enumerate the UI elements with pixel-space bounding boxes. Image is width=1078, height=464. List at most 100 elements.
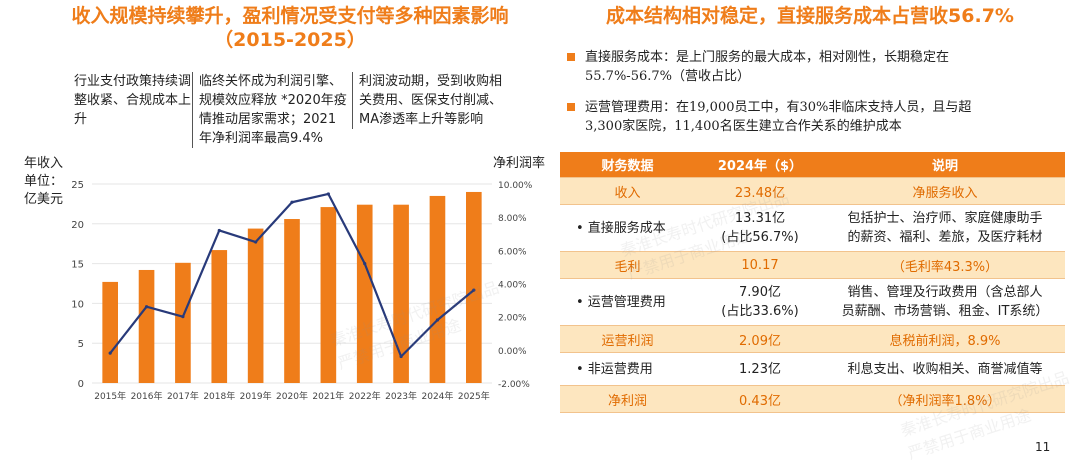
y2-tick-label: 8.00% <box>498 214 527 224</box>
bullet-direct-cost-line2: 55.7%-56.7%（营收占比） <box>585 69 750 84</box>
table-cell: 运营利润 <box>560 325 695 353</box>
left-title: 收入规模持续攀升，盈利情况受支付等多种因素影响 （2015-2025） <box>30 4 550 52</box>
table-cell-line: (占比56.7%) <box>721 230 799 245</box>
bullet-operating-cost-line2: 3,300家医院，11,400名医生建立合作关系的维护成本 <box>585 119 902 134</box>
table-header-row: 财务数据 2024年（$） 说明 <box>560 152 1065 178</box>
left-axis-title-line3: 亿美元 <box>24 192 64 207</box>
table-cell: 2.09亿 <box>695 325 825 353</box>
x-tick-label: 2017年 <box>167 390 199 402</box>
right-title: 成本结构相对稳定，直接服务成本占营收56.7% <box>606 5 1014 27</box>
table-row: 净利润 0.43亿 （净利润率1.8%） <box>560 385 1065 413</box>
table-cell: 收入 <box>560 177 695 205</box>
period-note-1: 行业支付政策持续调整收紧、合规成本上升 <box>74 74 192 127</box>
table-cell: 0.43亿 <box>695 385 825 413</box>
x-tick-label: 2025年 <box>458 390 490 402</box>
table-cell: （毛利率43.3%） <box>825 251 1065 279</box>
table-cell: 净利润 <box>560 385 695 413</box>
table-cell-line: • 非运营费用 <box>576 361 653 377</box>
table-cell-line: 包括护士、治疗师、家庭健康助手 <box>847 211 1043 226</box>
x-tick-label: 2019年 <box>240 390 272 402</box>
x-tick-label: 2020年 <box>276 390 308 402</box>
y-tick-label: 15 <box>71 260 84 271</box>
revenue-bar <box>393 204 409 383</box>
bullet-direct-cost: 直接服务成本：是上门服务的最大成本，相对刚性，长期稳定在 55.7%-56.7%… <box>567 48 1047 86</box>
x-tick-label: 2018年 <box>203 390 235 402</box>
left-axis-title: 年收入 单位： 亿美元 <box>24 155 63 209</box>
table-cell: • 非运营费用 <box>560 352 695 386</box>
bullet-operating-cost-line1: 运营管理费用：在19,000员工中，有30%非临床支持人员，且与超 <box>585 100 972 115</box>
period-note-2: 临终关怀成为利润引擎、规模效应释放 *2020年疫情推动居家需求；2021年净利… <box>192 72 349 148</box>
revenue-bar <box>320 207 337 383</box>
revenue-bar <box>247 228 264 383</box>
table-cell-line: 7.90亿 <box>739 285 781 300</box>
revenue-bar <box>138 269 155 383</box>
table-cell-line: 销售、管理及行政费用（含总部人 <box>847 285 1043 300</box>
revenue-margin-chart: 0 5 10 15 20 25 -2.00% 0.00% 2.00% 4.00% 6.00% 8.00… <box>71 180 532 402</box>
net-margin-point <box>181 315 185 319</box>
table-cell: 利息支出、收购相关、商誉减值等 <box>825 352 1065 386</box>
table-row: • 运营管理费用 7.90亿 (占比33.6%) 销售、管理及行政费用（含总部人 员薪酬… <box>560 278 1065 326</box>
table-cell-line: • 直接服务成本 <box>576 220 666 236</box>
y2-tick-label: 2.00% <box>498 314 527 324</box>
revenue-bar <box>211 250 228 383</box>
table-cell-line: • 运营管理费用 <box>576 294 666 310</box>
bullet-square-icon <box>567 53 575 61</box>
left-axis-title-line1: 年收入 <box>24 156 64 171</box>
revenue-bar <box>356 204 373 383</box>
x-tick-label: 2016年 <box>131 390 163 402</box>
table-cell: 1.23亿 <box>695 352 825 386</box>
table-header-cell: 财务数据 <box>560 152 695 178</box>
table-cell-line: 利息支出、收购相关、商誉减值等 <box>847 361 1043 377</box>
net-margin-point <box>254 240 258 244</box>
right-axis-title: 净利润率 <box>493 156 546 171</box>
net-margin-point <box>326 192 330 196</box>
y2-tick-label: 4.00% <box>498 281 527 291</box>
x-tick-label: 2024年 <box>422 390 454 402</box>
y2-tick-label: -2.00% <box>498 380 530 390</box>
x-tick-label: 2022年 <box>349 390 381 402</box>
left-title-line1: 收入规模持续攀升，盈利情况受支付等多种因素影响 <box>71 5 509 27</box>
net-margin-point <box>144 305 149 309</box>
table-cell: 毛利 <box>560 251 695 279</box>
table-cell: 销售、管理及行政费用（含总部人 员薪酬、市场营销、租金、IT系统） <box>825 278 1065 326</box>
page-number: 11 <box>1035 440 1051 454</box>
revenue-bar <box>102 281 118 383</box>
x-tick-label: 2023年 <box>385 390 417 402</box>
table-cell-line: 13.31亿 <box>734 211 786 226</box>
table-cell: （净利润率1.8%） <box>825 385 1065 413</box>
net-margin-point <box>217 228 221 233</box>
table-cell: 7.90亿 (占比33.6%) <box>695 278 825 326</box>
bullet-square-icon <box>567 103 575 111</box>
net-margin-point <box>472 288 476 292</box>
revenue-bar <box>284 219 300 383</box>
table-row: 运营利润 2.09亿 息税前利润，8.9% <box>560 325 1065 353</box>
y2-tick-label: 0.00% <box>498 347 527 357</box>
bullet-direct-cost-line1: 直接服务成本：是上门服务的最大成本，相对刚性，长期稳定在 <box>585 50 950 65</box>
table-cell-line: 的薪资、福利、差旅，及医疗耗材 <box>847 230 1043 245</box>
table-row: 毛利 10.17 （毛利率43.3%） <box>560 251 1065 279</box>
net-margin-point <box>435 318 440 322</box>
y2-tick-label: 6.00% <box>498 247 527 257</box>
y-tick-label: 0 <box>78 379 84 390</box>
table-header-cell: 2024年（$） <box>695 152 825 178</box>
table-cell: • 运营管理费用 <box>560 278 695 326</box>
net-margin-point <box>108 351 112 355</box>
table-cell: 13.31亿 (占比56.7%) <box>695 204 825 252</box>
y-tick-label: 25 <box>71 180 84 191</box>
bullet-operating-cost: 运营管理费用：在19,000员工中，有30%非临床支持人员，且与超 3,300家… <box>567 98 1047 136</box>
y-tick-label: 10 <box>71 299 84 310</box>
table-cell: 10.17 <box>695 251 825 279</box>
table-header-cell: 说明 <box>825 152 1065 178</box>
table-cell-line: 员薪酬、市场营销、租金、IT系统） <box>841 304 1049 319</box>
revenue-bar <box>466 191 482 383</box>
x-tick-label: 2021年 <box>312 390 344 402</box>
left-axis-title-line2: 单位： <box>24 174 64 189</box>
table-cell: 息税前利润，8.9% <box>825 325 1065 353</box>
period-note-3: 利润波动期，受到收购相关费用、医保支付削减、MA渗透率上升等影响 <box>352 72 509 129</box>
y-tick-label: 20 <box>71 220 84 231</box>
table-cell-line: (占比33.6%) <box>721 304 799 319</box>
net-margin-point <box>290 200 294 204</box>
net-margin-point <box>399 354 403 359</box>
revenue-bar <box>429 195 446 383</box>
table-cell-line: 1.23亿 <box>739 361 781 377</box>
